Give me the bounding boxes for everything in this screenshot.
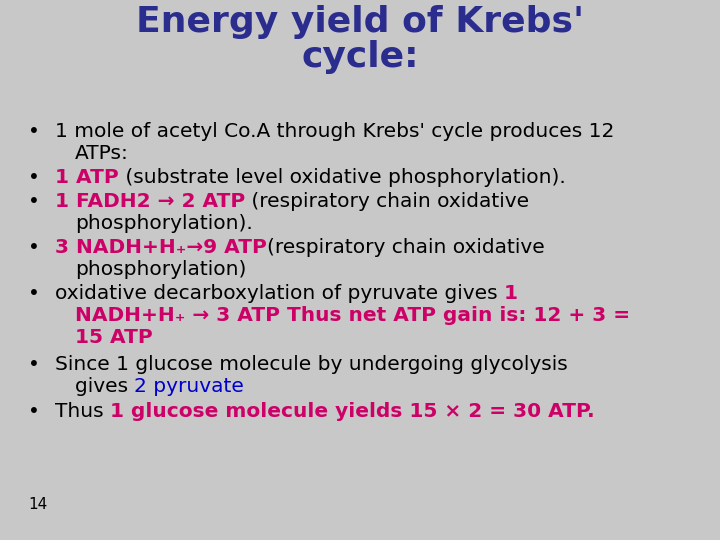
Text: •: •	[28, 355, 40, 374]
Text: (respiratory chain oxidative: (respiratory chain oxidative	[267, 238, 544, 257]
Text: Thus: Thus	[55, 402, 110, 421]
Text: NADH+H₊ → 3 ATP: NADH+H₊ → 3 ATP	[75, 306, 287, 325]
Text: •: •	[28, 402, 40, 421]
Text: gives: gives	[75, 377, 135, 396]
Text: Since 1 glucose molecule by undergoing glycolysis: Since 1 glucose molecule by undergoing g…	[55, 355, 568, 374]
Text: (substrate level oxidative phosphorylation).: (substrate level oxidative phosphorylati…	[119, 168, 565, 187]
Text: 1 ATP: 1 ATP	[55, 168, 119, 187]
Text: 1 glucose molecule yields 15 × 2 = 30 ATP.: 1 glucose molecule yields 15 × 2 = 30 AT…	[110, 402, 595, 421]
Text: ATPs:: ATPs:	[75, 144, 129, 163]
Text: phosphorylation): phosphorylation)	[75, 260, 246, 279]
Text: •: •	[28, 238, 40, 257]
Text: •: •	[28, 192, 40, 211]
Text: 2 pyruvate: 2 pyruvate	[135, 377, 244, 396]
Text: 1 FADH2 → 2 ATP: 1 FADH2 → 2 ATP	[55, 192, 246, 211]
Text: 1: 1	[504, 284, 518, 303]
Text: Thus net ATP gain is: 12 + 3 =: Thus net ATP gain is: 12 + 3 =	[287, 306, 630, 325]
Text: 3 NADH+H₊→9 ATP: 3 NADH+H₊→9 ATP	[55, 238, 267, 257]
Text: cycle:: cycle:	[301, 40, 419, 74]
Text: phosphorylation).: phosphorylation).	[75, 214, 253, 233]
Text: 15 ATP: 15 ATP	[75, 328, 153, 347]
Text: 14: 14	[28, 497, 48, 512]
Text: Energy yield of Krebs': Energy yield of Krebs'	[136, 5, 584, 39]
Text: •: •	[28, 284, 40, 303]
Text: (respiratory chain oxidative: (respiratory chain oxidative	[246, 192, 529, 211]
Text: oxidative decarboxylation of pyruvate gives: oxidative decarboxylation of pyruvate gi…	[55, 284, 504, 303]
Text: •: •	[28, 122, 40, 141]
Text: 1 mole of acetyl Co.A through Krebs' cycle produces 12: 1 mole of acetyl Co.A through Krebs' cyc…	[55, 122, 614, 141]
Text: •: •	[28, 168, 40, 187]
